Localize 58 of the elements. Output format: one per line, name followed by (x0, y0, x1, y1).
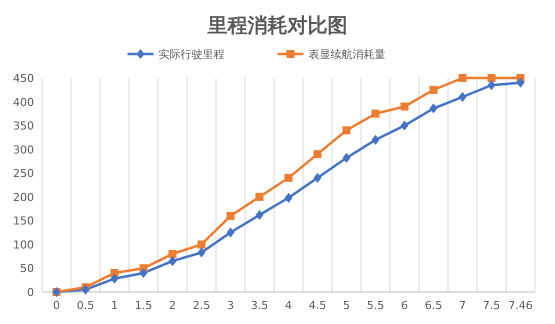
point (226, 228, 234, 238)
legend-label: 实际行驶里程 (158, 48, 224, 61)
y-tick-label: 350 (13, 120, 34, 133)
y-tick-label: 450 (13, 72, 34, 85)
point (82, 284, 90, 295)
x-tick-label: 5.5 (366, 299, 384, 312)
y-tick-label: 300 (13, 143, 34, 156)
point (342, 126, 350, 134)
x-tick-label: 3 (227, 299, 234, 312)
y-tick-label: 400 (13, 96, 34, 109)
point (372, 110, 380, 118)
point (488, 74, 496, 82)
point (168, 250, 176, 258)
point (256, 210, 264, 220)
chart-title: 里程消耗对比图 (206, 13, 348, 37)
point (488, 80, 496, 90)
x-tick-label: 2 (169, 299, 176, 312)
point (198, 240, 206, 248)
x-tick-label: 2.5 (192, 299, 210, 312)
point (400, 120, 408, 131)
x-tick-label: 7.46 (508, 299, 533, 312)
point (314, 172, 322, 183)
point (458, 92, 466, 102)
x-tick-label: 4 (285, 299, 292, 312)
point (284, 174, 292, 182)
point (372, 134, 380, 145)
point (458, 74, 466, 82)
point (226, 212, 234, 220)
y-tick-label: 0 (27, 286, 34, 299)
point (430, 86, 438, 94)
point (140, 268, 148, 278)
x-tick-label: 1.5 (134, 299, 152, 312)
x-tick-label: 1 (111, 299, 118, 312)
y-tick-label: 250 (13, 167, 34, 180)
point (284, 192, 292, 203)
point (314, 150, 322, 158)
x-tick-label: 7 (459, 299, 466, 312)
x-tick-label: 7.5 (482, 299, 500, 312)
point (168, 256, 176, 266)
y-tick-label: 50 (20, 262, 34, 276)
point (110, 274, 118, 284)
point (256, 192, 264, 201)
x-tick-label: 0.5 (76, 299, 94, 312)
point (198, 248, 206, 258)
legend-label: 表显续航消耗量 (308, 48, 386, 61)
y-tick-label: 200 (13, 190, 34, 204)
point (342, 152, 350, 163)
point (400, 102, 408, 111)
x-tick-label: 5 (343, 299, 350, 312)
x-tick-label: 0 (53, 299, 60, 312)
point (516, 78, 524, 88)
y-tick-label: 150 (13, 214, 34, 228)
x-tick-label: 4.5 (308, 299, 326, 312)
y-tick-label: 100 (13, 238, 34, 252)
x-tick-label: 3.5 (250, 299, 268, 312)
x-tick-label: 6 (401, 299, 408, 312)
point (430, 103, 438, 114)
x-tick-label: 6.5 (424, 299, 442, 312)
